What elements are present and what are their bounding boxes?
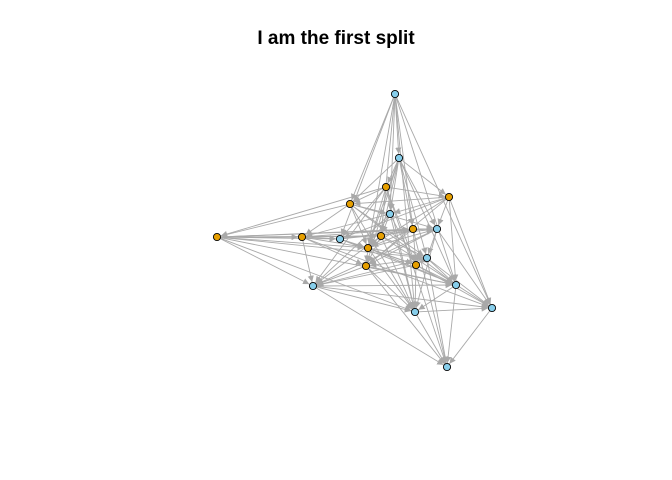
edge-n2-n13 [400,160,436,226]
node-n5 [345,199,355,209]
edge-n13-n20 [438,231,491,305]
node-n17 [308,281,318,291]
edge-n8-n17 [302,240,314,283]
edge-layer [219,97,492,366]
edge-n1-n18 [395,97,456,282]
edge-n17-n21 [315,287,444,366]
edge-n5-n8 [305,205,348,236]
edge-n4-n18 [448,200,459,281]
edge-n3-n7 [220,187,383,238]
edge-n4-n6 [393,197,446,215]
edge-n4-n13 [437,200,449,226]
edge-n2-n3 [387,161,398,184]
edge-n16-n18 [418,266,453,284]
edge-n1-n19 [394,97,418,308]
node-n20 [487,303,497,313]
edge-n9-n11 [343,227,409,239]
node-n7 [212,232,222,242]
node-n1 [390,89,400,99]
edge-n8-n11 [305,226,409,238]
edge-n1-n5 [351,97,395,201]
edge-n4-n20 [449,200,492,305]
edge-n10-n11 [384,228,410,236]
node-n15 [361,261,371,271]
edge-n5-n13 [353,204,434,230]
edge-n1-n11 [395,97,415,225]
edge-n18-n21 [444,288,457,363]
edge-n17-n20 [316,285,488,310]
edge-n15-n21 [367,268,445,365]
edge-n7-n9 [220,235,336,242]
edge-n15-n19 [368,268,413,310]
edge-n8-n12 [305,237,365,250]
edge-n6-n16 [391,216,415,262]
edge-n7-n12 [220,236,364,251]
node-n6 [385,209,395,219]
edge-n1-n9 [340,97,395,236]
edge-n18-n19 [418,286,454,311]
edge-n2-n18 [400,161,455,282]
edge-n6-n17 [315,216,388,284]
node-n11 [408,224,418,234]
node-n13 [432,224,442,234]
edge-n5-n7 [220,204,347,238]
node-n2 [394,153,404,163]
node-n4 [444,192,454,202]
edge-n11-n15 [368,230,411,264]
node-n14 [422,253,432,263]
node-n16 [411,260,421,270]
edge-n17-n19 [316,286,412,313]
edge-n13-n15 [369,230,435,265]
edge-n19-n20 [418,305,488,313]
node-layer [212,89,497,372]
node-n8 [297,232,307,242]
edge-n2-n11 [399,161,415,226]
edge-n12-n15 [364,251,371,262]
node-n9 [335,234,345,244]
edge-n16-n17 [316,265,413,288]
edge-n10-n19 [382,239,414,309]
edge-n14-n16 [419,256,427,264]
edge-n6-n10 [382,217,390,233]
edge-n14-n15 [370,258,424,268]
edge-n10-n14 [384,237,424,257]
edge-n15-n18 [369,266,453,286]
edge-n8-n9 [305,235,336,242]
edge-n12-n13 [371,228,434,248]
edge-n3-n4 [389,187,446,199]
edge-n14-n21 [427,261,449,364]
edge-n13-n17 [316,230,434,285]
edge-n16-n19 [412,268,419,308]
edge-n3-n19 [386,190,416,309]
edge-n20-n21 [449,310,491,364]
edge-n19-n21 [416,314,446,364]
edge-n7-n19 [220,237,412,312]
edge-n1-n12 [366,97,395,245]
edge-n10-n20 [383,237,489,307]
edge-n3-n5 [353,188,383,203]
node-n19 [410,307,420,317]
edge-n8-n15 [305,238,363,265]
edge-n13-n14 [427,232,437,255]
edge-n11-n12 [371,229,410,247]
node-n21 [442,362,452,372]
edge-n2-n4 [401,159,447,195]
node-n3 [381,182,391,192]
node-n12 [363,243,373,253]
edge-n15-n17 [316,266,363,286]
edge-n12-n14 [371,248,424,260]
edge-n7-n17 [219,238,310,285]
node-n18 [451,280,461,290]
edge-n17-n18 [316,281,452,289]
edge-n4-n5 [354,196,446,207]
plot-title: I am the first split [257,28,415,49]
node-n10 [376,231,386,241]
